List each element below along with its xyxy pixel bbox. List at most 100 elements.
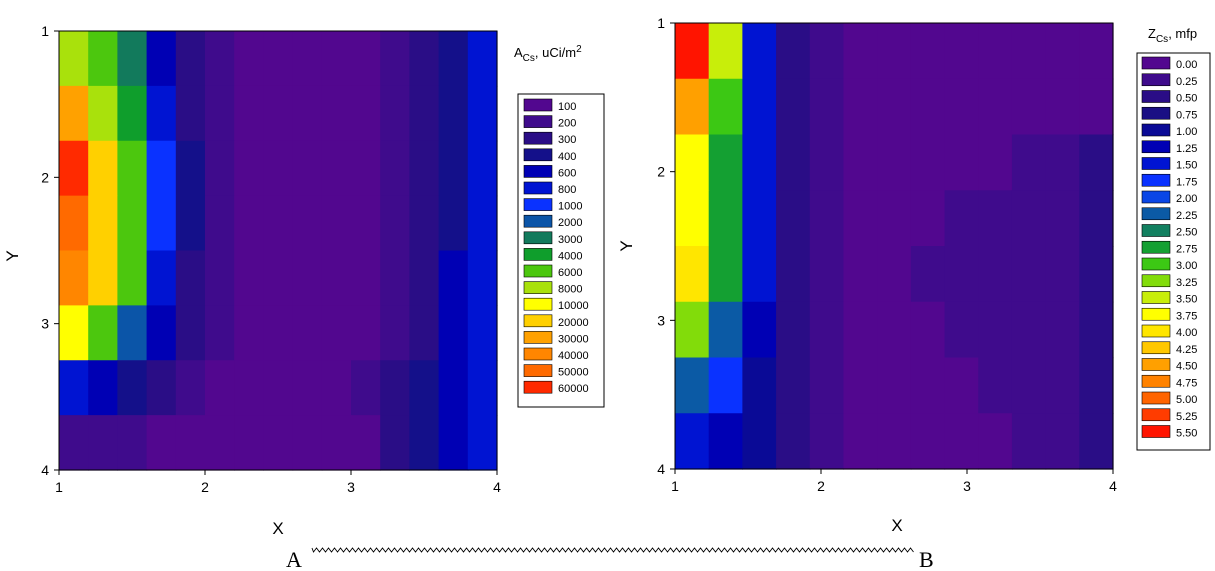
contour-cell [809, 23, 845, 80]
legend-label: 1.75 [1176, 176, 1197, 188]
contour-cell [675, 413, 710, 470]
legend-label: 2.00 [1176, 193, 1197, 205]
legend-label: 8000 [558, 284, 582, 296]
contour-cell [877, 413, 912, 470]
contour-cell [675, 190, 710, 247]
contour-cell [877, 134, 912, 191]
contour-cell [88, 305, 118, 361]
contour-cell [708, 190, 743, 247]
contour-cell [234, 31, 264, 87]
contour-cell [409, 195, 440, 252]
contour-cell [263, 305, 294, 361]
legend-swatch [523, 347, 553, 361]
contour-cell [675, 134, 710, 191]
contour-cell [776, 246, 811, 303]
legend-label: 5.50 [1176, 428, 1197, 440]
legend-label: 10000 [558, 300, 589, 312]
contour-cell [117, 31, 148, 87]
contour-cell [944, 190, 979, 247]
contour-cell [321, 31, 352, 87]
legend-swatch [1141, 73, 1171, 87]
contour-cell [467, 195, 498, 252]
legend-items-z-cs: 0.00 0.25 0.50 0.75 1.00 1.25 1.50 1.75 2.00 2.25… [1141, 56, 1197, 440]
contour-cell [380, 195, 410, 252]
contour-cell [978, 190, 1013, 247]
contour-cell [776, 357, 811, 414]
contour-cell [88, 360, 118, 416]
legend-label: 3000 [558, 234, 582, 246]
contour-cell [351, 195, 381, 252]
contour-cell [978, 357, 1013, 414]
contour-cell [380, 360, 410, 416]
contour-cell [234, 360, 264, 416]
contour-cell [234, 140, 264, 197]
contour-cell [438, 140, 469, 197]
contour-cell [1011, 23, 1047, 80]
contour-cell [1045, 357, 1080, 414]
contour-cell [877, 301, 912, 359]
legend-label: 1000 [558, 201, 582, 213]
legend-swatch [1141, 324, 1171, 338]
contour-cell [146, 250, 177, 306]
legend-swatch [1141, 157, 1171, 170]
legend-label: 2.75 [1176, 243, 1197, 255]
contour-cell [117, 85, 148, 142]
contour-cell [59, 250, 89, 306]
contour-cell [1045, 134, 1080, 191]
contour-cell [910, 246, 946, 303]
legend-label: 2.50 [1176, 227, 1197, 239]
contour-cell [263, 31, 294, 87]
contour-cell [409, 140, 440, 197]
legend-swatch [523, 214, 553, 228]
legend-label: 1.50 [1176, 160, 1197, 172]
y-tick-label: 2 [657, 164, 665, 180]
legend-label: 0.50 [1176, 93, 1197, 105]
x-tick-label: 4 [493, 479, 501, 495]
contour-cell [978, 246, 1013, 303]
y-tick-label: 3 [657, 312, 665, 328]
contour-cell [1079, 190, 1114, 247]
contour-cell [380, 85, 410, 142]
contour-cell [708, 134, 743, 191]
legend-label: 3.25 [1176, 277, 1197, 289]
contour-cell [467, 250, 498, 306]
legend-label: 600 [558, 167, 576, 179]
contour-cell [88, 195, 118, 252]
contour-cell [205, 85, 235, 142]
legend-label: 4.75 [1176, 377, 1197, 389]
contour-cell [438, 415, 469, 471]
contour-cell [843, 134, 878, 191]
contour-cell [263, 360, 294, 416]
contour-cell [351, 305, 381, 361]
contour-cell [351, 250, 381, 306]
contour-cell [117, 415, 148, 471]
contour-cell [59, 360, 89, 416]
legend-swatch [523, 314, 553, 328]
contour-cell [409, 305, 440, 361]
plot-frame-a-cs [58, 30, 498, 471]
legend-swatch [523, 131, 553, 145]
contour-cells-a-cs [59, 31, 498, 471]
contour-cell [944, 23, 979, 80]
legend-swatch [1141, 224, 1171, 237]
contour-cell [877, 23, 912, 80]
contour-cell [380, 31, 410, 87]
legend-swatch [1141, 425, 1171, 438]
contour-cell [117, 195, 148, 252]
legend-items-a-cs: 100 200 300 400 600 800 1000 2000 3000 4000 6000 80… [523, 98, 589, 395]
contour-cell [234, 415, 264, 471]
contour-cell [263, 85, 294, 142]
legend-label: 2000 [558, 217, 582, 229]
plot-frame-z-cs [674, 22, 1114, 470]
contour-cell [117, 140, 148, 197]
legend-label: 3.50 [1176, 294, 1197, 306]
contour-cell [843, 78, 878, 136]
contour-cell [263, 415, 294, 471]
contour-cell [234, 195, 264, 252]
contour-cell [59, 31, 89, 87]
legend-swatch [523, 248, 553, 261]
legend-swatch [523, 115, 553, 128]
contour-cells-z-cs [675, 23, 1114, 470]
contour-cell [321, 305, 352, 361]
